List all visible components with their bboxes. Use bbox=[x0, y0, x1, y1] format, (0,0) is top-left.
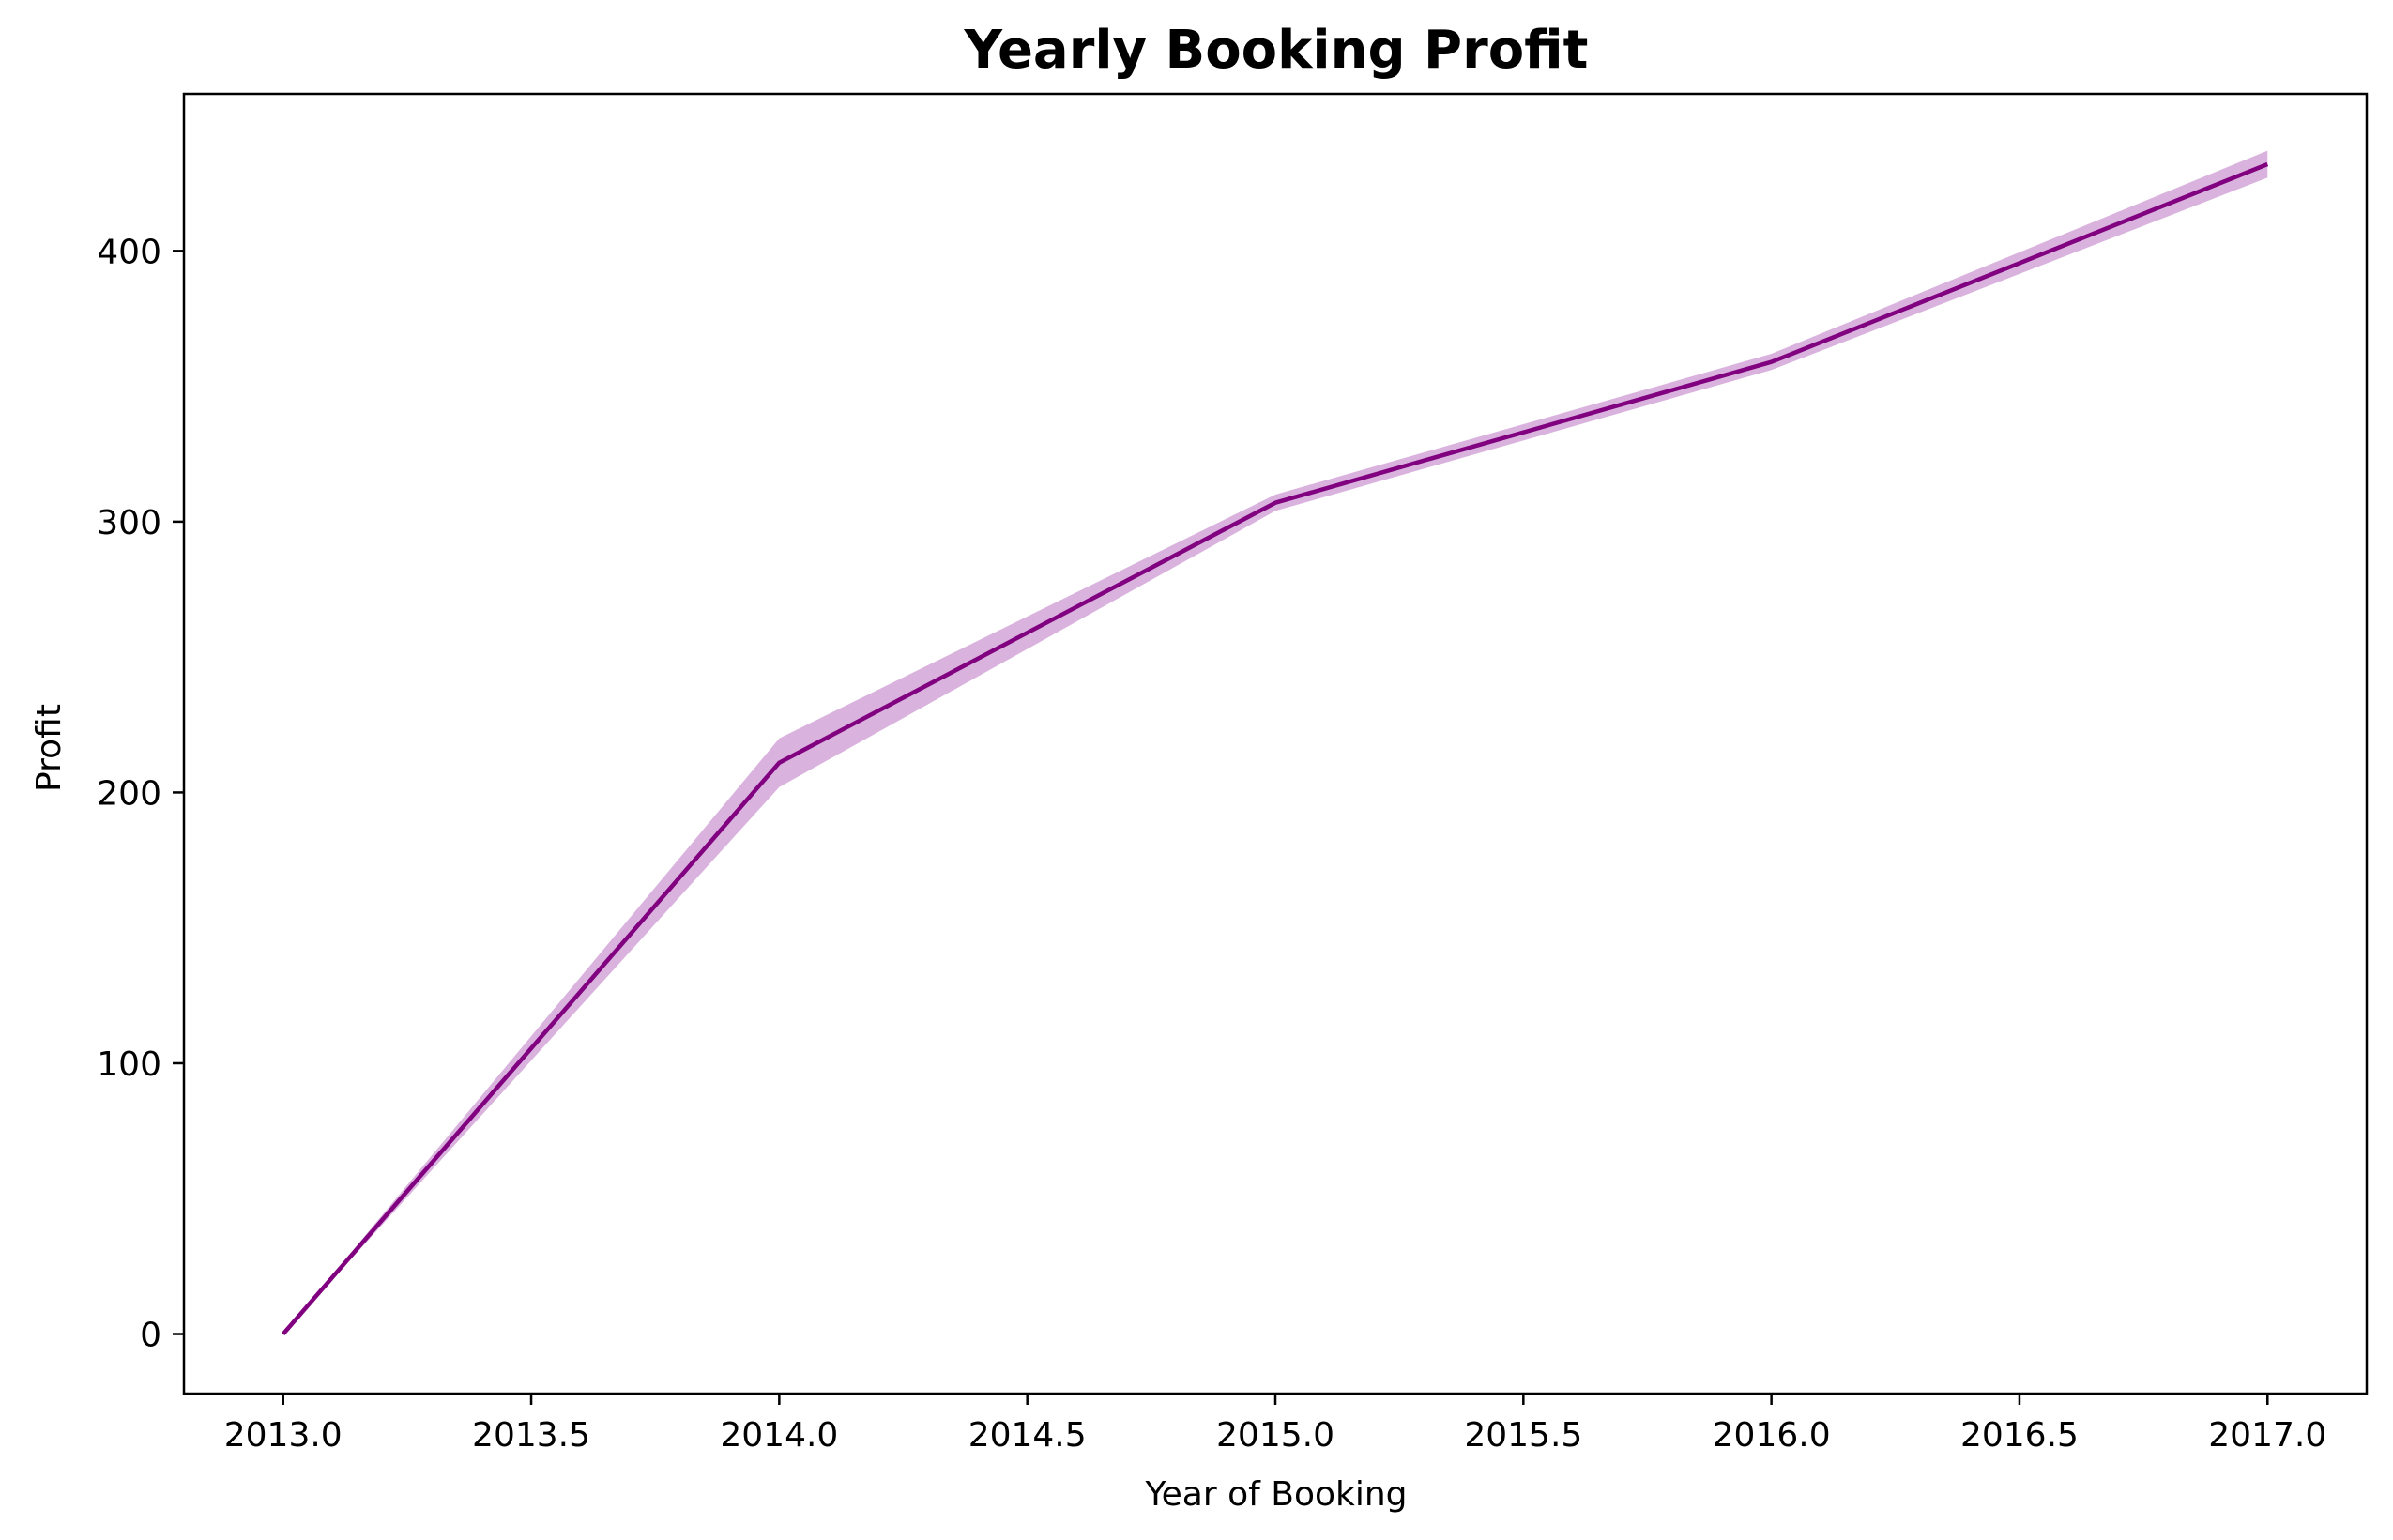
y-tick-label: 100 bbox=[97, 1045, 161, 1084]
x-tick-label: 2014.5 bbox=[968, 1416, 1087, 1455]
x-tick-label: 2015.5 bbox=[1464, 1416, 1582, 1455]
plot-area bbox=[282, 150, 2269, 1335]
plot-frame bbox=[182, 92, 2369, 1395]
x-axis: 2013.0 2013.5 2014.0 2014.5 2015.0 2015.5 2016… bbox=[224, 1394, 2326, 1455]
y-tick-label: 0 bbox=[140, 1317, 161, 1355]
series-line bbox=[282, 161, 2269, 1335]
x-tick-label: 2015.0 bbox=[1216, 1416, 1334, 1455]
x-tick-label: 2014.0 bbox=[720, 1416, 838, 1455]
x-tick-label: 2017.0 bbox=[2208, 1416, 2326, 1455]
y-axis-label: Profit bbox=[30, 704, 69, 792]
x-axis-label: Year of Booking bbox=[1144, 1475, 1407, 1514]
y-tick-label: 300 bbox=[97, 504, 161, 542]
x-tick-label: 2016.5 bbox=[1960, 1416, 2079, 1455]
y-axis: 0 100 200 300 400 bbox=[97, 233, 184, 1355]
chart-title: Yearly Booking Profit bbox=[964, 20, 1589, 81]
x-tick-label: 2016.0 bbox=[1713, 1416, 1831, 1455]
y-tick-label: 400 bbox=[97, 233, 161, 271]
x-tick-label: 2013.0 bbox=[224, 1416, 343, 1455]
y-tick-label: 200 bbox=[97, 774, 161, 813]
x-tick-label: 2013.5 bbox=[472, 1416, 590, 1455]
